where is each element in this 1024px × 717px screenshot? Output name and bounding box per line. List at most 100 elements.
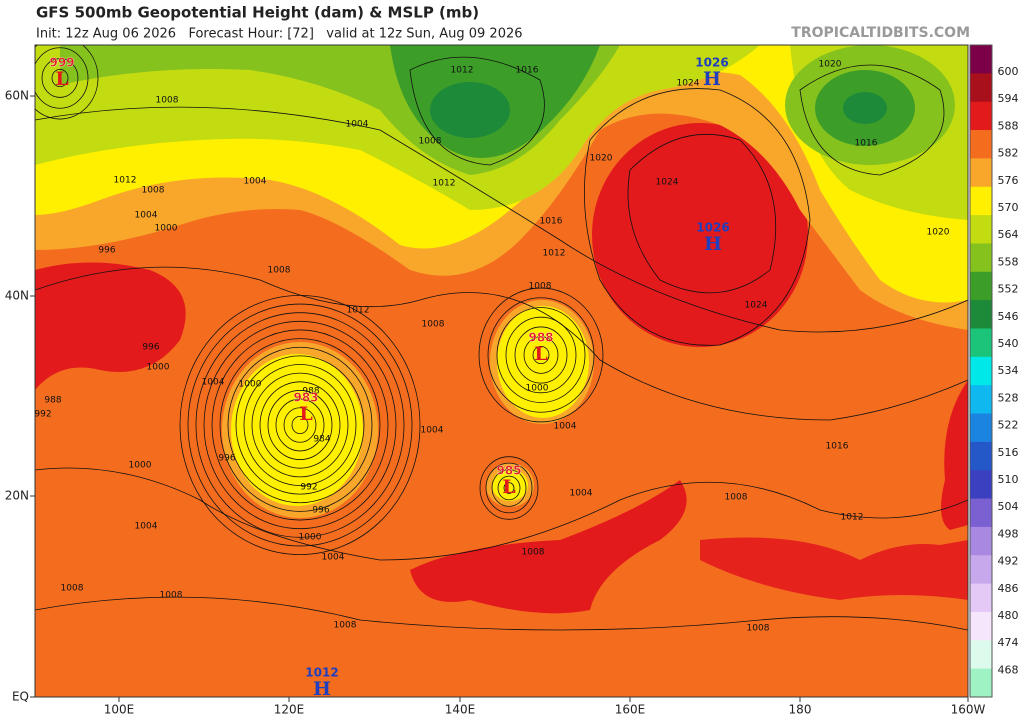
isobar-label: 1004 [570, 489, 593, 499]
center-value: 1026 [696, 221, 729, 235]
isobar-label: 1024 [677, 79, 700, 89]
isobar-label: 1004 [135, 522, 158, 532]
isobar-label: 1004 [244, 177, 267, 187]
isobar-label: 1008 [419, 137, 442, 147]
isobar-label: 1008 [422, 320, 445, 330]
isobar [187, 303, 413, 547]
isobar-label: 1024 [745, 301, 768, 311]
colorbar-cell [970, 243, 992, 273]
isobar [35, 266, 968, 421]
isobar [219, 338, 381, 512]
isobar-label: 1008 [268, 266, 291, 276]
colorbar-label: 576 [998, 174, 1019, 187]
colorbar-cell [970, 73, 992, 103]
isobar [203, 320, 397, 530]
colorbar-label: 522 [998, 419, 1019, 432]
isobar-label: 1016 [826, 442, 849, 452]
colorbar-cell [970, 526, 992, 556]
colorbar-label: 558 [998, 255, 1019, 268]
isobar-label: 1016 [855, 139, 878, 149]
colorbar-cell [970, 611, 992, 641]
isobar-label: 996 [98, 246, 115, 256]
colorbar-cell [970, 555, 992, 585]
isobar [479, 456, 539, 520]
isobar [35, 467, 968, 561]
colorbar-cell [970, 583, 992, 613]
isobar [275, 398, 325, 452]
x-axis-label: 180 [789, 703, 812, 717]
isobar [283, 407, 317, 443]
center-value: 988 [528, 331, 553, 345]
colorbar-cell [970, 101, 992, 131]
colorbar-label: 564 [998, 228, 1019, 241]
isobar [211, 329, 389, 521]
subtitle: Init: 12z Aug 06 2026 Forecast Hour: [72… [36, 27, 523, 42]
center-letter: H [704, 233, 722, 255]
isobar-label: 1004 [202, 378, 225, 388]
isobar [251, 372, 349, 478]
center-value: 1012 [305, 666, 338, 680]
isobar-label: 1004 [322, 553, 345, 563]
center-letter: L [55, 68, 68, 90]
isobar-label: 1020 [590, 154, 613, 164]
y-axis-label: 40N [5, 289, 29, 303]
y-axis-label: 20N [5, 489, 29, 503]
colorbar-cell [970, 130, 992, 159]
isobar-label: 1008 [334, 621, 357, 631]
colorbar-frame [969, 44, 993, 698]
isobar-label: 1024 [656, 178, 679, 188]
center-letter: H [703, 68, 721, 90]
isobar [503, 482, 515, 494]
isobar [235, 355, 365, 495]
y-axis-label: 60N [5, 89, 29, 103]
isobar-label: 1016 [540, 217, 563, 227]
isobar [409, 56, 545, 166]
isobar-label: 988 [44, 396, 61, 406]
colorbar-cell [970, 498, 992, 528]
isobar [267, 390, 333, 460]
isobar-label: 984 [313, 435, 330, 445]
colorbar-cell [970, 328, 992, 358]
colorbar-label: 570 [998, 201, 1019, 214]
isobar-label: 992 [300, 483, 317, 493]
colorbar-label: 540 [998, 337, 1019, 350]
colorbar-label: 492 [998, 555, 1019, 568]
isobar-label: 1012 [114, 176, 137, 186]
isobar-label: 996 [312, 506, 329, 516]
colorbar-label: 582 [998, 147, 1019, 160]
isobar-label: 1004 [421, 426, 444, 436]
y-axis-label: EQ [12, 690, 29, 704]
isobar [523, 336, 559, 374]
isobar-label: 1008 [142, 186, 165, 196]
center-value: 999 [49, 56, 74, 70]
colorbar-cell [970, 45, 992, 74]
isobar-label: 1000 [239, 380, 262, 390]
isobar-label: 1008 [725, 493, 748, 503]
colorbar-cell [970, 271, 992, 301]
colorbar-cell [970, 640, 992, 670]
isobar [35, 596, 968, 631]
center-value: 1026 [695, 56, 728, 70]
isobar [259, 381, 341, 469]
colorbar-label: 546 [998, 310, 1019, 323]
isobar [51, 68, 69, 88]
colorbar-cell [970, 441, 992, 471]
isobar-label: 1000 [526, 384, 549, 394]
colorbar-label: 474 [998, 636, 1019, 649]
isobar-label: 1020 [927, 228, 950, 238]
center-letter: L [534, 343, 547, 365]
x-axis-label: 120E [274, 703, 305, 717]
isobar [35, 106, 968, 333]
isobar [497, 475, 521, 501]
colorbar-cell [970, 385, 992, 415]
isobar [532, 345, 550, 365]
isobar [487, 297, 595, 413]
isobar-label: 1020 [819, 60, 842, 70]
isobar-label: 1004 [135, 211, 158, 221]
center-letter: L [502, 476, 515, 498]
colorbar-label: 486 [998, 582, 1019, 595]
isobar [627, 133, 777, 294]
isobar-label: 996 [142, 343, 159, 353]
isobar [496, 307, 586, 403]
